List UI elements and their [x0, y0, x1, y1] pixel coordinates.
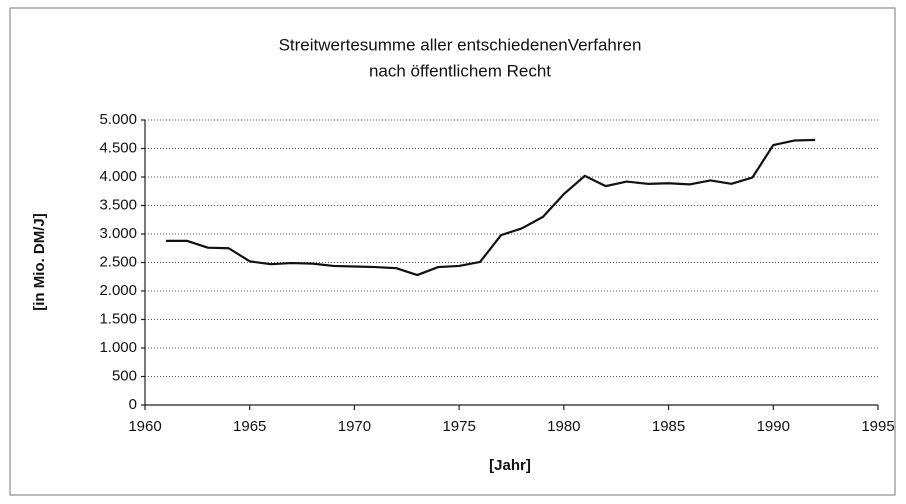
- x-tick-label: 1960: [128, 418, 161, 435]
- x-axis-label: [Jahr]: [489, 457, 531, 474]
- x-tick-label: 1975: [442, 418, 475, 435]
- y-tick-label: 1.000: [99, 339, 137, 356]
- x-tick-label: 1980: [547, 418, 580, 435]
- y-tick-label: 2.500: [99, 253, 137, 270]
- x-tick-label: 1995: [861, 418, 894, 435]
- y-tick-label: 500: [112, 367, 137, 384]
- y-tick-label: 4.500: [99, 139, 137, 156]
- y-tick-label: 3.000: [99, 225, 137, 242]
- chart-title: nach öffentlichem Recht: [369, 61, 551, 80]
- y-tick-label: 5.000: [99, 111, 137, 128]
- y-tick-label: 2.000: [99, 282, 137, 299]
- chart-frame: [9, 7, 896, 496]
- x-tick-label: 1985: [652, 418, 685, 435]
- y-tick-label: 0: [129, 396, 137, 413]
- chart-title: Streitwertesumme aller entschiedenenVerf…: [279, 35, 642, 54]
- y-tick-label: 1.500: [99, 310, 137, 327]
- y-tick-label: 3.500: [99, 196, 137, 213]
- data-line: [165, 138, 816, 277]
- x-tick-label: 1965: [233, 418, 266, 435]
- x-tick-label: 1990: [757, 418, 790, 435]
- y-axis-label: [in Mio. DM/J]: [31, 213, 48, 311]
- x-tick-label: 1970: [338, 418, 371, 435]
- y-tick-label: 4.000: [99, 168, 137, 185]
